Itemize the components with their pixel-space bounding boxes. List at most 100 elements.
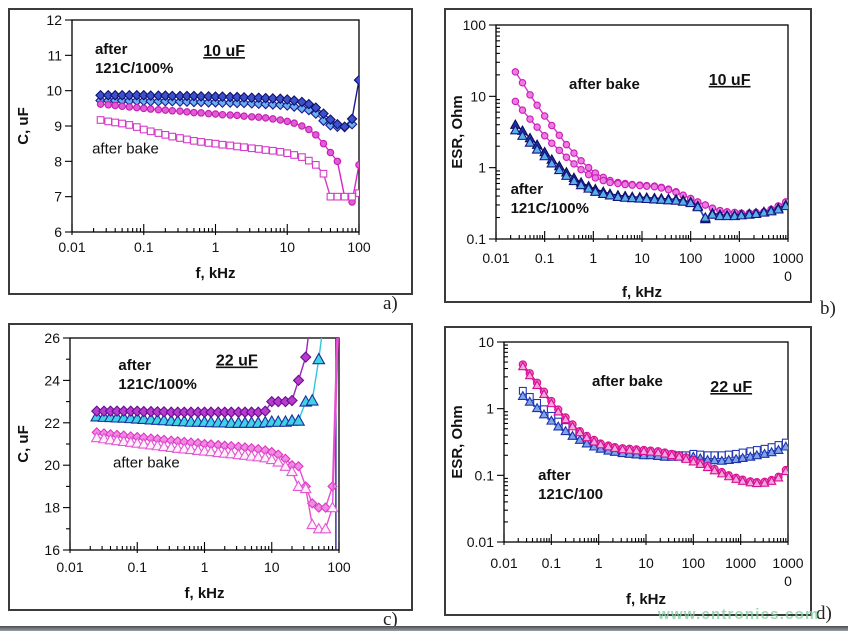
data-point-marker	[355, 189, 359, 197]
chart-title: 10 uF	[203, 43, 245, 60]
data-point-marker	[312, 352, 326, 365]
data-point-marker	[751, 478, 762, 488]
data-point-marker	[305, 393, 319, 406]
data-point-marker	[538, 388, 550, 398]
data-point-marker	[340, 192, 349, 201]
data-point-marker	[247, 113, 256, 121]
data-point-marker	[211, 139, 220, 148]
data-point-marker	[218, 140, 227, 149]
data-point-marker	[226, 111, 234, 119]
data-point-marker	[226, 141, 234, 150]
data-point-marker	[319, 522, 332, 534]
data-point-marker	[97, 432, 111, 444]
data-point-marker	[168, 107, 177, 115]
data-point-marker	[570, 149, 578, 157]
data-point-marker	[288, 101, 300, 112]
data-point-marker	[701, 201, 710, 209]
data-point-marker	[238, 97, 250, 109]
data-point-marker	[96, 100, 105, 108]
annotation-label: after 121C/100%	[511, 181, 589, 217]
data-point-marker	[204, 139, 213, 147]
x-tick-label: 0.1	[134, 239, 154, 255]
data-point-marker	[259, 405, 272, 417]
annotation-label: after 121C/100%	[118, 357, 196, 393]
data-point-marker	[299, 482, 312, 494]
data-point-marker	[524, 136, 536, 147]
data-point-marker	[688, 456, 699, 466]
data-point-marker	[546, 398, 557, 408]
data-point-marker	[677, 195, 689, 206]
x-tick-label: 1000 0	[772, 555, 803, 589]
data-point-marker	[662, 194, 675, 205]
data-point-marker	[224, 97, 236, 109]
data-point-marker	[575, 179, 587, 190]
data-point-marker	[118, 102, 126, 110]
y-tick-label: 0.1	[475, 467, 495, 483]
data-point-marker	[706, 208, 718, 219]
x-tick-label: 10	[279, 239, 295, 255]
data-point-marker	[583, 182, 595, 193]
data-point-marker	[102, 89, 114, 101]
data-point-marker	[581, 438, 593, 448]
axes	[497, 341, 789, 545]
x-tick-label: 100	[347, 239, 371, 255]
data-point-marker	[526, 115, 534, 123]
data-point-marker	[306, 518, 319, 530]
data-point-marker	[655, 194, 667, 204]
x-axis-title: f, kHz	[195, 265, 235, 282]
data-point-marker	[555, 131, 564, 139]
annotation-label: after 121C/100	[538, 467, 603, 503]
data-point-marker	[702, 462, 713, 472]
data-point-marker	[290, 119, 298, 127]
annotation-label: after bake	[569, 76, 640, 93]
panel-letter-b: b)	[820, 298, 836, 319]
data-point-marker	[636, 181, 644, 190]
data-point-marker	[319, 139, 328, 148]
data-point-marker	[154, 129, 163, 137]
x-tick-label: 0.01	[56, 559, 83, 575]
x-tick-label: 1	[589, 250, 597, 266]
data-point-marker	[641, 193, 653, 204]
data-point-marker	[296, 102, 308, 114]
data-point-marker	[183, 108, 191, 116]
data-point-marker	[562, 140, 571, 149]
data-point-marker	[184, 443, 198, 455]
data-point-marker	[306, 498, 318, 509]
x-tick-label: 1	[595, 555, 603, 571]
data-point-marker	[614, 179, 622, 188]
x-tick-label: 10	[264, 559, 280, 575]
data-point-marker	[318, 108, 329, 120]
panel-letter-d: d)	[816, 603, 832, 624]
chart-title: 22 uF	[216, 353, 258, 370]
data-point-marker	[533, 101, 541, 109]
data-point-marker	[723, 471, 734, 481]
data-point-marker	[260, 92, 272, 104]
x-tick-label: 1000 0	[772, 250, 803, 284]
data-point-marker	[721, 210, 733, 221]
data-point-marker	[279, 459, 292, 471]
data-point-marker	[780, 441, 788, 451]
y-tick-label: 8	[54, 153, 62, 169]
data-point-marker	[548, 139, 556, 147]
data-point-marker	[716, 455, 728, 465]
data-point-marker	[176, 107, 184, 115]
data-point-marker	[292, 480, 305, 491]
data-point-marker	[231, 91, 243, 103]
data-point-marker	[195, 96, 207, 108]
data-point-marker	[104, 117, 113, 126]
data-point-marker	[674, 451, 685, 461]
x-tick-label: 1	[212, 239, 220, 255]
data-point-marker	[524, 370, 535, 380]
series-line	[100, 119, 359, 198]
data-point-marker	[648, 193, 660, 204]
data-point-marker	[181, 96, 193, 107]
data-point-marker	[125, 121, 134, 129]
annotation-label: after bake	[92, 141, 159, 158]
x-tick-label: 0.01	[58, 239, 85, 255]
data-point-marker	[546, 415, 557, 425]
data-point-marker	[293, 460, 304, 472]
chart-title: 10 uF	[709, 72, 751, 89]
data-point-marker	[540, 132, 549, 140]
data-point-marker	[281, 94, 293, 105]
y-axis-title: ESR, Ohm	[449, 405, 466, 478]
